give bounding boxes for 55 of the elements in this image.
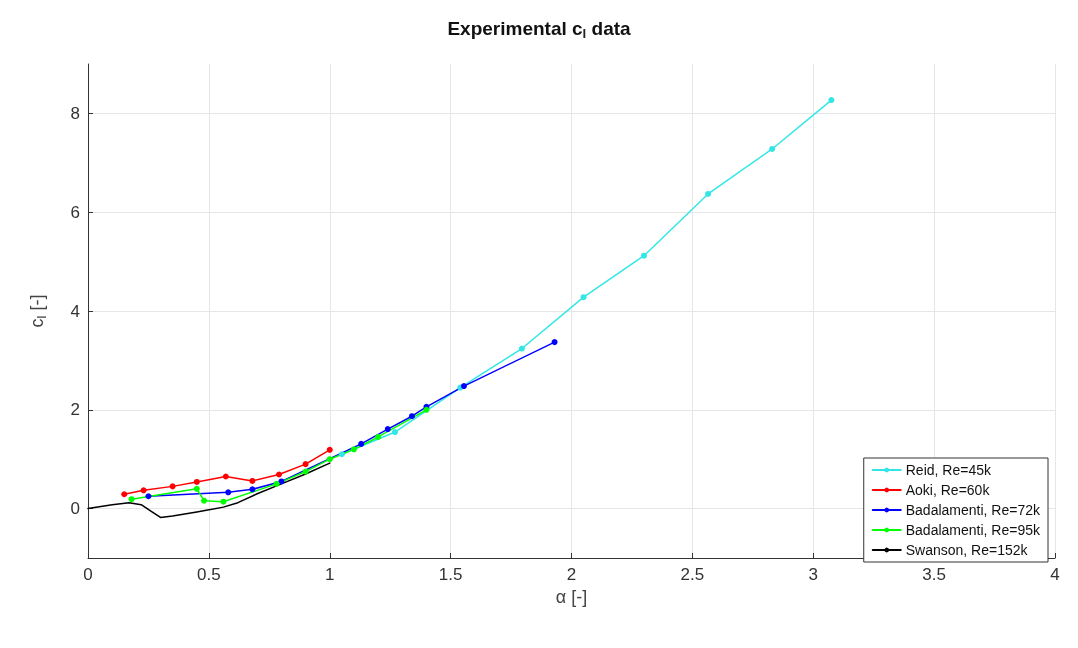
point	[302, 468, 309, 475]
y-tick-label: 4	[70, 301, 80, 321]
point	[273, 480, 280, 487]
point	[392, 429, 399, 436]
point	[769, 145, 776, 152]
x-tick-label: 4	[1050, 565, 1060, 584]
legend-label: Badalamenti, Re=95k	[905, 522, 1041, 538]
point	[249, 486, 256, 493]
x-tick-label: 0.5	[197, 565, 221, 584]
point	[193, 485, 200, 492]
x-tick-label: 1.5	[438, 565, 463, 584]
point	[580, 294, 587, 301]
point	[193, 478, 200, 485]
point	[169, 483, 176, 490]
y-tick-label: 8	[70, 103, 80, 123]
point	[705, 190, 712, 197]
point	[249, 477, 256, 484]
point	[278, 478, 285, 485]
point	[140, 487, 147, 494]
x-tick-label: 3	[808, 565, 818, 584]
x-tick-label: 2	[566, 565, 577, 584]
point	[641, 252, 648, 259]
point	[384, 426, 391, 433]
point	[220, 498, 227, 505]
point	[551, 339, 558, 346]
point	[326, 456, 333, 463]
y-axis-title: cl [-]	[27, 294, 49, 328]
y-tick-label: 6	[70, 202, 80, 222]
x-tick-label: 0	[83, 565, 93, 584]
x-tick-label: 1	[325, 565, 335, 584]
point	[145, 493, 152, 500]
legend-label: Aoki, Re=60k	[905, 482, 991, 498]
point	[518, 345, 525, 352]
legend-label: Reid, Re=45k	[905, 462, 992, 478]
y-tick-label: 0	[70, 499, 80, 519]
point	[375, 433, 382, 440]
point	[225, 489, 232, 496]
point	[408, 413, 415, 420]
point	[358, 440, 365, 447]
legend-label: Swanson, Re=152k	[905, 542, 1029, 558]
point	[338, 451, 345, 458]
point	[222, 473, 229, 480]
point	[326, 446, 333, 453]
point	[350, 446, 357, 453]
point	[121, 491, 128, 498]
point	[128, 496, 135, 503]
point	[275, 471, 282, 478]
y-tick-label: 2	[70, 400, 80, 420]
point	[201, 497, 208, 504]
x-tick-label: 3.5	[922, 565, 946, 584]
x-axis-title: α [-]	[555, 587, 588, 607]
point	[302, 461, 309, 468]
point	[828, 97, 835, 104]
legend-label: Badalamenti, Re=72k	[905, 502, 1041, 518]
x-tick-label: 2.5	[680, 565, 705, 584]
